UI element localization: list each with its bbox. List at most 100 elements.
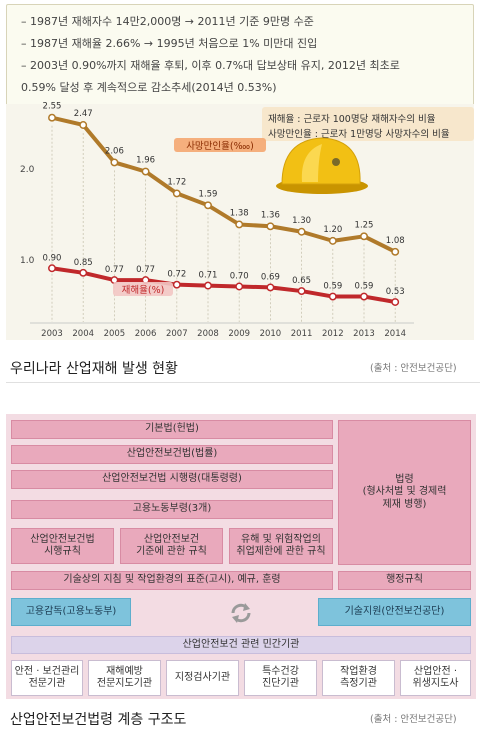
hard-hat-icon xyxy=(276,137,368,194)
x-tick-label: 2011 xyxy=(291,329,313,339)
data-point xyxy=(328,236,337,245)
data-label: 2.47 xyxy=(74,109,93,119)
x-tick-label: 2007 xyxy=(166,329,188,339)
note-line: – 1987년 재해율 2.66% → 1995년 처음으로 1% 미만대 진입 xyxy=(21,37,318,50)
data-point xyxy=(48,113,56,122)
definition-mortality-rate: 사망만인율 : 근로자 1만명당 사망자수의 비율 xyxy=(268,129,450,140)
rule-enforcement-box: 산업안전보건법 시행규칙 xyxy=(11,528,114,564)
act-box: 산업안전보건법(법률) xyxy=(11,445,333,464)
data-point xyxy=(235,282,244,291)
data-point xyxy=(48,264,56,273)
technical-support-box: 기술지원(안전보건공단) xyxy=(318,598,471,626)
data-point xyxy=(360,232,368,241)
data-point xyxy=(297,227,306,236)
data-label: 0.71 xyxy=(199,271,218,281)
technical-standards-box: 기술상의 지침 및 작업환경의 표준(고시), 예규, 훈령 xyxy=(11,571,333,590)
chart-caption: 우리나라 산업재해 발생 현황 xyxy=(10,361,178,377)
data-label: 2.06 xyxy=(105,146,124,156)
data-point xyxy=(141,167,150,176)
x-tick-label: 2008 xyxy=(197,329,219,339)
data-label: 0.53 xyxy=(386,287,405,297)
data-label: 1.20 xyxy=(323,225,342,235)
data-point xyxy=(328,292,337,301)
decree-box: 산업안전보건법 시행령(대통령령) xyxy=(11,470,333,489)
x-tick-label: 2010 xyxy=(260,329,282,339)
series-label-bg xyxy=(113,282,173,296)
data-label: 0.70 xyxy=(230,272,249,282)
data-label: 1.25 xyxy=(355,220,374,230)
data-label: 2.55 xyxy=(43,102,62,112)
org-box: 산업안전 · 위생지도사 xyxy=(400,660,471,696)
series-line xyxy=(51,115,397,254)
data-point xyxy=(297,287,306,296)
diagram-source: (출처 : 안전보건공단) xyxy=(370,714,457,725)
x-tick-label: 2005 xyxy=(104,329,126,339)
note-line: – 2003년 0.90%까지 재해율 후퇴, 이후 0.7%대 답보상태 유지… xyxy=(21,59,400,72)
data-label: 0.59 xyxy=(355,282,374,292)
labor-supervision-box: 고용감독(고용노동부) xyxy=(11,598,131,626)
y-tick-label: 2.0 xyxy=(20,165,35,175)
data-label: 1.72 xyxy=(167,177,186,187)
series-label-injury: 재해율(%) xyxy=(122,284,165,296)
data-label: 1.59 xyxy=(199,189,218,199)
data-point xyxy=(391,298,400,306)
ministry-rule-box: 고용노동부령(3개) xyxy=(11,500,333,519)
x-tick-label: 2012 xyxy=(322,329,344,339)
data-label: 1.30 xyxy=(292,216,311,226)
data-point xyxy=(235,220,244,229)
legal-hierarchy-diagram: 기본법(헌법) 산업안전보건법(법률) 산업안전보건법 시행령(대통령령) 고용… xyxy=(6,414,476,699)
data-point xyxy=(79,121,88,129)
rule-employment-box: 유해 및 위험작업의 취업제한에 관한 규칙 xyxy=(229,528,333,564)
note-line: 0.59% 달성 후 계속적으로 감소추세(2014년 0.53%) xyxy=(21,81,277,94)
admin-rule-box: 행정규칙 xyxy=(338,571,471,590)
rule-standards-box: 산업안전보건 기준에 관한 규칙 xyxy=(120,528,223,564)
data-point xyxy=(172,280,181,289)
org-box: 안전 · 보건관리 전문기관 xyxy=(11,660,83,696)
data-point xyxy=(172,189,181,198)
series-label-bg xyxy=(174,138,266,152)
data-point xyxy=(266,283,275,292)
data-label: 0.72 xyxy=(167,270,186,280)
data-label: 0.85 xyxy=(74,258,93,268)
chart-source: (출처 : 안전보건공단) xyxy=(370,363,457,374)
data-point xyxy=(79,268,88,277)
org-box: 재해예방 전문지도기관 xyxy=(88,660,161,696)
data-label: 0.90 xyxy=(43,253,62,263)
definition-box: 재해율 : 근로자 100명당 재해자수의 비율 사망만인율 : 근로자 1만명… xyxy=(262,107,474,141)
private-agencies-box: 산업안전보건 관련 민간기관 xyxy=(11,636,471,654)
constitution-box: 기본법(헌법) xyxy=(11,420,333,439)
refresh-cycle-icon xyxy=(231,603,251,623)
data-point xyxy=(360,292,368,301)
summary-notes-box: – 1987년 재해자수 14만2,000명 → 2011년 기준 9만명 수준… xyxy=(6,4,474,106)
x-tick-label: 2003 xyxy=(41,329,63,339)
series-line xyxy=(51,266,396,304)
definition-injury-rate: 재해율 : 근로자 100명당 재해자수의 비율 xyxy=(268,114,436,125)
x-tick-label: 2014 xyxy=(384,329,406,339)
x-tick-label: 2006 xyxy=(135,329,157,339)
series-label-mortality: 사망만인율(‱) xyxy=(186,141,254,152)
statute-penalty-box: 법령 (형사처벌 및 경제력 제재 병행) xyxy=(338,420,471,565)
data-label: 0.65 xyxy=(292,276,311,286)
data-point xyxy=(110,158,119,167)
data-label: 0.59 xyxy=(323,282,342,292)
x-tick-label: 2009 xyxy=(228,329,250,339)
data-label: 0.69 xyxy=(261,272,280,282)
data-label: 1.96 xyxy=(136,156,155,166)
data-point xyxy=(204,281,212,290)
note-line: – 1987년 재해자수 14만2,000명 → 2011년 기준 9만명 수준 xyxy=(21,15,314,28)
divider xyxy=(6,382,480,383)
y-tick-label: 1.0 xyxy=(20,256,35,266)
data-point xyxy=(391,247,400,256)
diagram-caption: 산업안전보건법령 계층 구조도 xyxy=(10,712,187,728)
data-label: 1.38 xyxy=(230,208,249,218)
x-tick-label: 2013 xyxy=(353,329,375,339)
org-box: 특수건강 진단기관 xyxy=(244,660,317,696)
x-tick-label: 2004 xyxy=(72,329,94,339)
data-label: 1.36 xyxy=(261,210,280,220)
org-box: 지정검사기관 xyxy=(166,660,239,696)
data-label: 0.77 xyxy=(105,265,124,275)
data-label: 0.77 xyxy=(136,265,155,275)
org-box: 작업환경 측정기관 xyxy=(322,660,395,696)
line-chart: 1.0 2.0 2003 2004 2005 2006 2007 2008 2009 2010 20… xyxy=(20,102,414,339)
data-point xyxy=(204,201,212,210)
